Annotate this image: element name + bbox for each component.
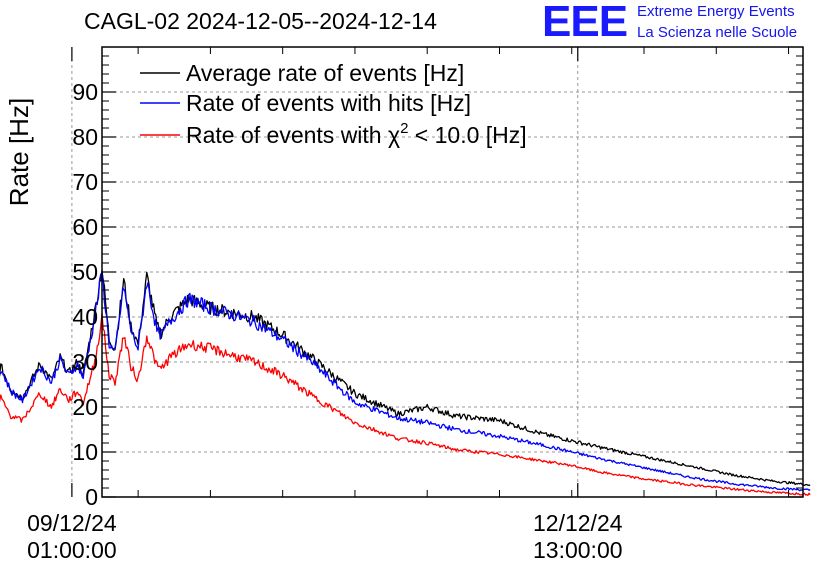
y-tick-label: 30 (72, 349, 98, 375)
x-tick-label-date: 09/12/24 (27, 510, 117, 536)
y-tick-label: 90 (72, 79, 98, 105)
logo-line-1: Extreme Energy Events (637, 3, 795, 20)
legend-label-average: Average rate of events [Hz] (186, 60, 464, 86)
legend-label-hits: Rate of events with hits [Hz] (186, 90, 471, 116)
legend-chi-exponent: 2 (400, 120, 408, 137)
y-axis-label: Rate [Hz] (4, 98, 34, 206)
y-tick-label: 50 (72, 259, 98, 285)
legend-label-text: Rate of events with (186, 122, 388, 148)
legend-label-chi2: Rate of events with χ2 < 10.0 [Hz] (186, 120, 527, 148)
eee-logo: EEE (542, 0, 628, 46)
y-tick-label: 40 (72, 304, 98, 330)
y-tick-label: 0 (85, 484, 98, 510)
y-tick-label: 10 (72, 439, 98, 465)
y-tick-label: 60 (72, 214, 98, 240)
y-tick-label: 70 (72, 169, 98, 195)
x-tick-label-date: 12/12/24 (533, 510, 623, 536)
logo-line-2: La Scienza nelle Scuole (637, 24, 798, 41)
y-tick-label: 80 (72, 124, 98, 150)
legend-chi-symbol: χ (388, 122, 400, 148)
y-tick-label: 20 (72, 394, 98, 420)
series-line-hits (0, 273, 811, 492)
legend-chi-suffix: < 10.0 [Hz] (408, 122, 526, 148)
x-tick-label-time: 13:00:00 (533, 537, 623, 563)
eee-logo-mark: EEE (542, 0, 628, 46)
chart-title: CAGL-02 2024-12-05--2024-12-14 (84, 8, 437, 34)
x-tick-label-time: 01:00:00 (27, 537, 117, 563)
series-line-chi2 (0, 312, 811, 496)
